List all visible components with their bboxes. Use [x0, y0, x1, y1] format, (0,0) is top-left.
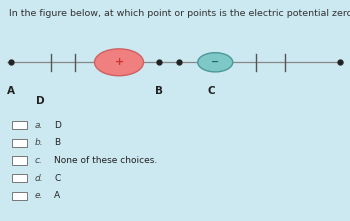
Bar	[12, 139, 27, 147]
Text: C: C	[54, 173, 61, 183]
Bar	[12, 174, 27, 182]
Ellipse shape	[94, 49, 144, 76]
Text: B: B	[54, 138, 60, 147]
Bar	[12, 192, 27, 200]
Bar	[12, 156, 27, 165]
Bar	[12, 121, 27, 129]
Text: D: D	[36, 96, 44, 106]
Text: e.: e.	[35, 191, 43, 200]
Text: −: −	[211, 57, 219, 67]
Text: D: D	[54, 120, 61, 130]
Text: In the figure below, at which point or points is the electric potential zero?: In the figure below, at which point or p…	[9, 10, 350, 18]
Text: C: C	[208, 86, 216, 96]
Text: +: +	[114, 57, 124, 67]
Text: B: B	[155, 86, 163, 96]
Text: A: A	[54, 191, 60, 200]
Text: a.: a.	[35, 120, 43, 130]
Text: d.: d.	[35, 173, 44, 183]
Text: None of these choices.: None of these choices.	[54, 156, 158, 165]
Ellipse shape	[198, 53, 233, 72]
Text: A: A	[7, 86, 14, 96]
Text: b.: b.	[35, 138, 44, 147]
Text: c.: c.	[35, 156, 43, 165]
